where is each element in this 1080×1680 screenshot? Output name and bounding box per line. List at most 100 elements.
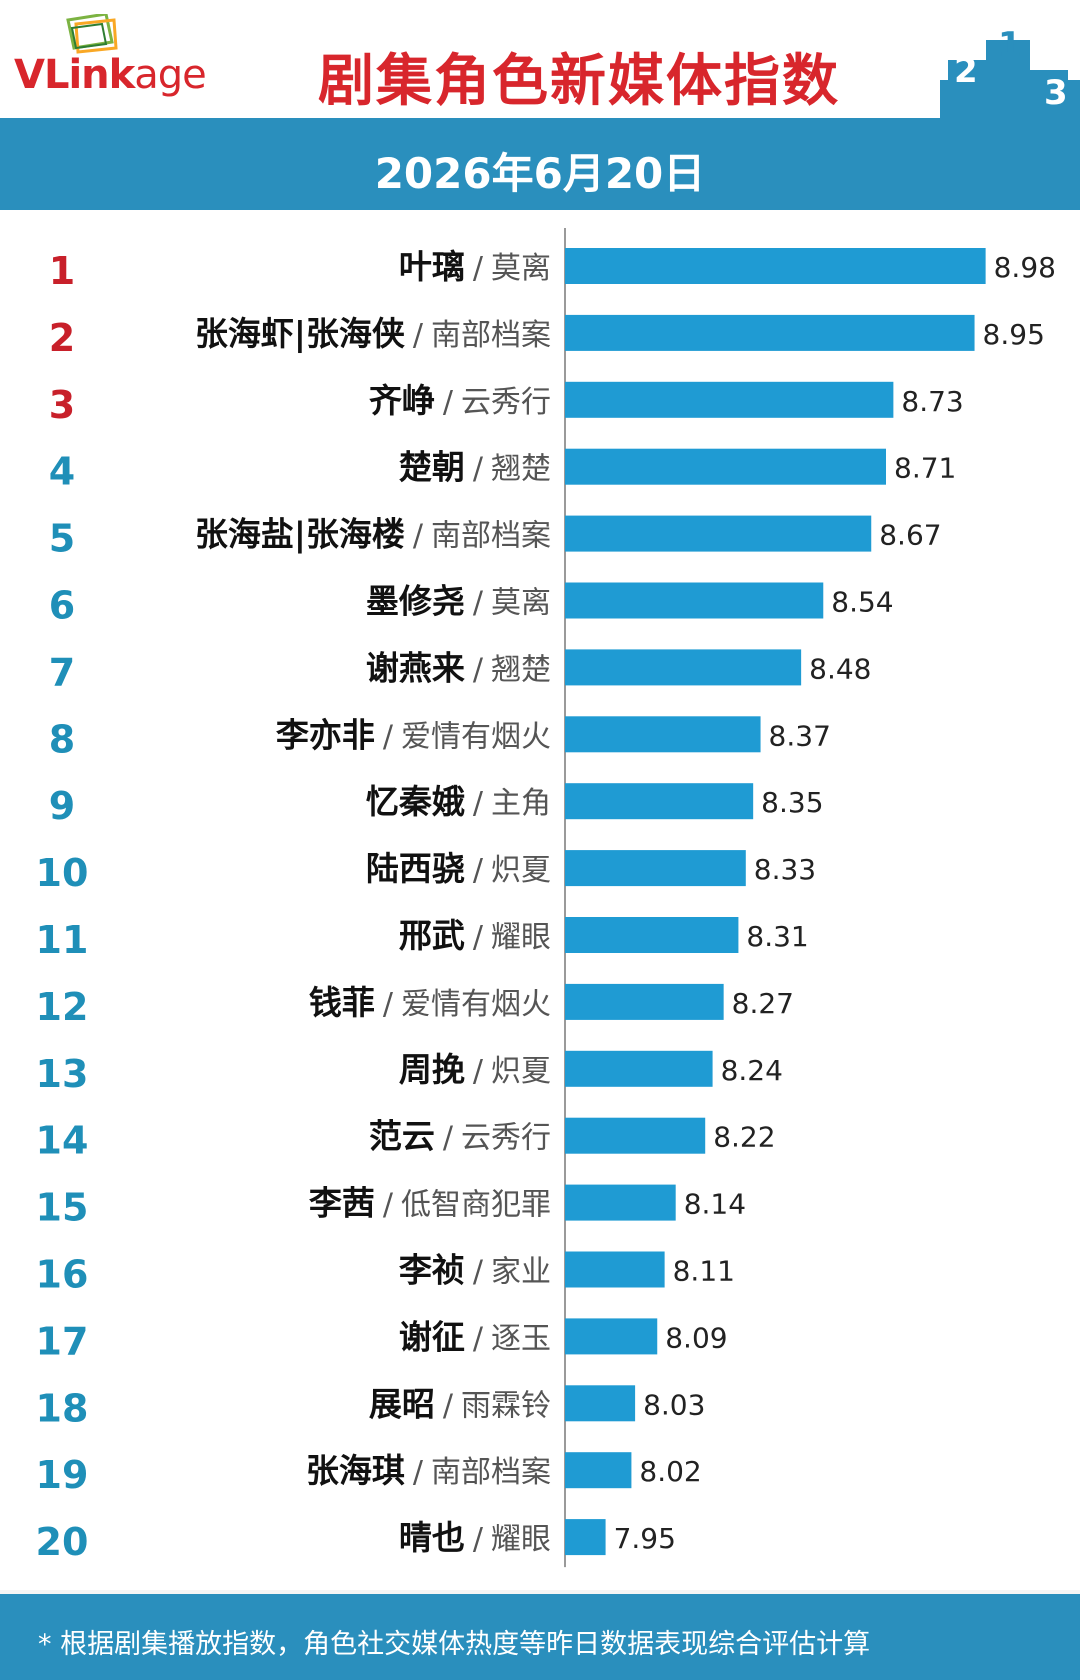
rank-number: 18: [36, 1386, 89, 1430]
value-label: 8.09: [665, 1321, 727, 1354]
label-separator: /: [413, 1455, 424, 1490]
bar-label: 张海琪 / 南部档案: [306, 1451, 551, 1490]
bar: [565, 381, 894, 418]
drama-name: 低智商犯罪: [401, 1188, 551, 1223]
bar-label: 晴也 / 耀眼: [399, 1518, 551, 1557]
footer-banner: [0, 1594, 1080, 1680]
bar-label: 张海盐|张海楼 / 南部档案: [195, 515, 551, 554]
character-name: 楚朝: [399, 448, 465, 487]
rank-number: 7: [49, 650, 75, 694]
label-separator: /: [383, 719, 394, 754]
label-separator: /: [473, 920, 484, 955]
drama-name: 翘楚: [491, 452, 551, 487]
chart-date: 2026年6月20日: [374, 149, 706, 198]
label-separator: /: [443, 1388, 454, 1423]
bar-label: 范云 / 云秀行: [369, 1117, 551, 1156]
rank-number: 13: [36, 1052, 89, 1096]
character-name: 谢燕来: [366, 648, 465, 687]
bar-label: 张海虾|张海侠 / 南部档案: [195, 314, 551, 353]
drama-name: 爱情有烟火: [401, 987, 551, 1022]
date-banner: [0, 118, 1080, 210]
label-separator: /: [413, 519, 424, 554]
drama-name: 南部档案: [431, 519, 551, 554]
character-name: 晴也: [399, 1518, 465, 1557]
header: [0, 0, 1080, 118]
bar: [565, 1184, 676, 1221]
bar-label: 李亦非 / 爱情有烟火: [276, 715, 551, 754]
character-name: 邢武: [399, 916, 465, 955]
bar: [565, 1050, 713, 1087]
value-label: 8.71: [894, 452, 956, 485]
character-name: 李亦非: [276, 715, 375, 754]
bar: [565, 783, 754, 820]
drama-name: 南部档案: [431, 1455, 551, 1490]
value-label: 8.27: [732, 987, 794, 1020]
value-label: 8.02: [639, 1455, 701, 1488]
bar-label: 齐峥 / 云秀行: [369, 381, 551, 420]
label-separator: /: [413, 318, 424, 353]
rank-number: 8: [49, 717, 75, 761]
bar-label: 墨修尧 / 莫离: [366, 582, 551, 621]
character-name: 李茜: [309, 1184, 375, 1223]
bar: [565, 1117, 706, 1154]
ranking-bar-chart: 1 叶璃 / 莫离 8.982 张海虾|张海侠 / 南部档案 8.953 齐峥 / 云秀行 8.734 楚…: [36, 228, 1056, 1568]
character-name: 展昭: [369, 1384, 435, 1423]
value-label: 8.54: [831, 586, 893, 619]
rank-number: 3: [49, 383, 75, 427]
chart-area: 1 叶璃 / 莫离 8.98 2 张海虾|张海侠 / 南部档案 8.95 3 齐峥 / 云秀行 8.73 4 楚…: [0, 210, 1080, 1590]
character-name: 周挽: [399, 1050, 465, 1089]
rank-number: 16: [36, 1253, 89, 1297]
bar: [565, 1385, 636, 1422]
label-separator: /: [473, 251, 484, 286]
drama-name: 逐玉: [491, 1321, 551, 1356]
value-label: 8.14: [684, 1188, 746, 1221]
rank-number: 5: [49, 517, 75, 561]
bar: [565, 1251, 665, 1288]
bar: [565, 448, 886, 485]
bar: [565, 314, 975, 351]
value-label: 8.98: [994, 251, 1056, 284]
drama-name: 莫离: [491, 251, 551, 286]
label-separator: /: [473, 452, 484, 487]
drama-name: 耀眼: [491, 1522, 551, 1557]
character-name: 谢征: [399, 1317, 465, 1356]
value-label: 8.37: [769, 719, 831, 752]
logo-text-bold: VLink: [14, 52, 135, 98]
drama-name: 爱情有烟火: [401, 719, 551, 754]
character-name: 张海盐|张海楼: [195, 515, 405, 554]
bar-label: 叶璃 / 莫离: [399, 247, 551, 286]
drama-name: 家业: [491, 1255, 551, 1290]
drama-name: 炽夏: [491, 853, 551, 888]
podium-digit-2: 2: [954, 51, 978, 91]
bar-label: 谢燕来 / 翘楚: [366, 648, 551, 687]
bar: [565, 1519, 606, 1556]
label-separator: /: [473, 1522, 484, 1557]
bar-label: 忆秦娥 / 主角: [366, 782, 551, 821]
rank-number: 17: [36, 1319, 89, 1363]
value-label: 8.24: [721, 1054, 783, 1087]
value-label: 8.67: [879, 519, 941, 552]
bar-label: 周挽 / 炽夏: [399, 1050, 551, 1089]
character-name: 墨修尧: [366, 582, 465, 621]
value-label: 8.73: [901, 385, 963, 418]
character-name: 李祯: [399, 1251, 465, 1290]
value-label: 8.95: [983, 318, 1045, 351]
character-name: 齐峥: [369, 381, 435, 420]
label-separator: /: [473, 652, 484, 687]
drama-name: 主角: [491, 786, 551, 821]
value-label: 7.95: [614, 1522, 676, 1555]
character-name: 忆秦娥: [366, 782, 465, 821]
label-separator: /: [383, 987, 394, 1022]
rank-number: 12: [36, 985, 89, 1029]
drama-name: 翘楚: [491, 652, 551, 687]
rank-number: 10: [36, 851, 89, 895]
rank-number: 2: [49, 316, 75, 360]
bar-label: 李茜 / 低智商犯罪: [309, 1184, 551, 1223]
character-name: 陆西骁: [366, 849, 465, 888]
rank-number: 4: [49, 450, 75, 494]
label-separator: /: [473, 853, 484, 888]
label-separator: /: [473, 1321, 484, 1356]
drama-name: 南部档案: [431, 318, 551, 353]
brand-logo: VLink age: [14, 48, 207, 98]
drama-name: 炽夏: [491, 1054, 551, 1089]
